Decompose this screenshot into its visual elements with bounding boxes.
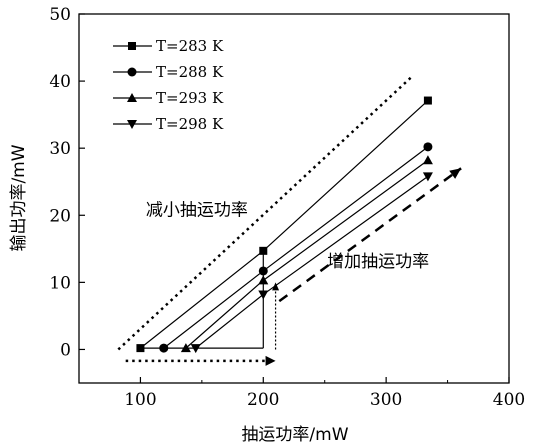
axis-ticks: 100 200 300 400 0 10 20 30 40 50	[49, 5, 525, 410]
y-tick-label-30: 30	[49, 139, 71, 159]
upper-dotted-line	[117, 76, 412, 351]
legend-label-0: T=283 K	[156, 37, 224, 55]
y-axis-title: 输出功率/mW	[9, 144, 29, 251]
series-0-point-1	[259, 246, 268, 255]
legend-marker-3	[127, 120, 137, 129]
series-2-point-2	[422, 155, 433, 165]
legend-label-3: T=298 K	[156, 115, 224, 133]
legend-label-2: T=293 K	[156, 89, 224, 107]
series-3-point-1	[258, 290, 269, 300]
annotation-0: 减小抽运功率	[146, 200, 248, 220]
bottom-dotted-arrowhead	[265, 355, 276, 366]
series-0-point-0	[136, 344, 145, 353]
x-tick-label-400: 400	[493, 390, 525, 410]
legend-label-1: T=288 K	[156, 63, 224, 81]
series-1-point-2	[423, 142, 433, 152]
y-tick-label-20: 20	[49, 206, 71, 226]
series-0-point-2	[423, 96, 432, 105]
series-line-0	[140, 100, 429, 349]
series-3-point-0	[190, 344, 201, 354]
plot-frame	[78, 13, 510, 384]
legend-marker-1	[127, 67, 137, 77]
series-2-point-1	[258, 275, 269, 285]
x-axis-title: 抽运功率/mW	[241, 425, 348, 445]
x-tick-label-300: 300	[370, 390, 402, 410]
y-tick-label-10: 10	[49, 273, 71, 293]
legend-marker-2	[127, 93, 137, 102]
series-line-1	[163, 146, 429, 349]
legend-marker-0	[128, 42, 136, 50]
legend: T=283 K T=288 K T=293 K T=298 K	[113, 37, 224, 133]
x-tick-label-100: 100	[124, 390, 156, 410]
y-tick-label-0: 0	[60, 340, 71, 360]
series-3-point-2	[422, 172, 433, 182]
x-tick-label-200: 200	[247, 390, 279, 410]
annotation-1: 增加抽运功率	[327, 252, 429, 272]
lower-dashed-arrowhead	[449, 168, 462, 179]
series-markers	[136, 96, 433, 354]
series-lines	[140, 100, 429, 349]
lower-dashed-line	[278, 167, 462, 303]
series-1-point-1	[258, 266, 268, 276]
series-2-point-0	[180, 343, 191, 353]
y-tick-label-40: 40	[49, 72, 71, 92]
series-1-point-0	[159, 343, 169, 353]
y-tick-label-50: 50	[49, 5, 71, 25]
